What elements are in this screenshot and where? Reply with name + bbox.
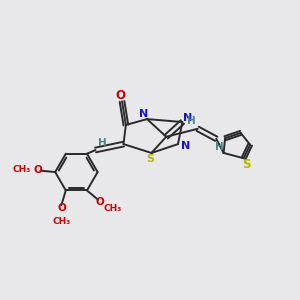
Text: O: O [116,89,126,102]
Text: N: N [140,109,149,119]
Text: N: N [183,113,192,124]
Text: H: H [215,142,224,152]
Text: O: O [96,196,104,207]
Text: O: O [34,165,43,175]
Text: CH₃: CH₃ [12,165,31,174]
Text: H: H [98,138,106,148]
Text: S: S [242,158,250,171]
Text: CH₃: CH₃ [103,204,122,213]
Text: H: H [188,116,196,126]
Text: O: O [58,202,66,212]
Text: S: S [146,154,154,164]
Text: N: N [181,141,190,151]
Text: CH₃: CH₃ [53,217,71,226]
